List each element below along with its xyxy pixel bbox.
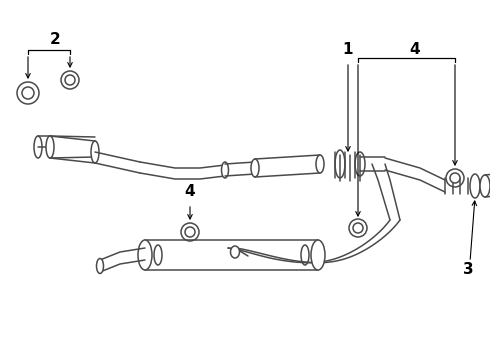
Text: 2: 2: [49, 32, 60, 48]
Ellipse shape: [185, 227, 195, 237]
Ellipse shape: [230, 246, 240, 258]
Ellipse shape: [480, 175, 490, 197]
Ellipse shape: [353, 223, 363, 233]
Ellipse shape: [221, 162, 228, 178]
Text: 4: 4: [410, 42, 420, 58]
Ellipse shape: [97, 258, 103, 274]
Ellipse shape: [251, 159, 259, 177]
Text: 3: 3: [463, 262, 473, 278]
Text: 4: 4: [185, 184, 196, 199]
Ellipse shape: [450, 173, 460, 183]
Text: 1: 1: [343, 42, 353, 58]
Ellipse shape: [316, 155, 324, 173]
Ellipse shape: [311, 240, 325, 270]
Ellipse shape: [34, 136, 42, 158]
Ellipse shape: [91, 141, 99, 163]
Ellipse shape: [22, 87, 34, 99]
Ellipse shape: [65, 75, 75, 85]
Ellipse shape: [470, 174, 480, 198]
Ellipse shape: [46, 136, 54, 158]
Ellipse shape: [138, 240, 152, 270]
